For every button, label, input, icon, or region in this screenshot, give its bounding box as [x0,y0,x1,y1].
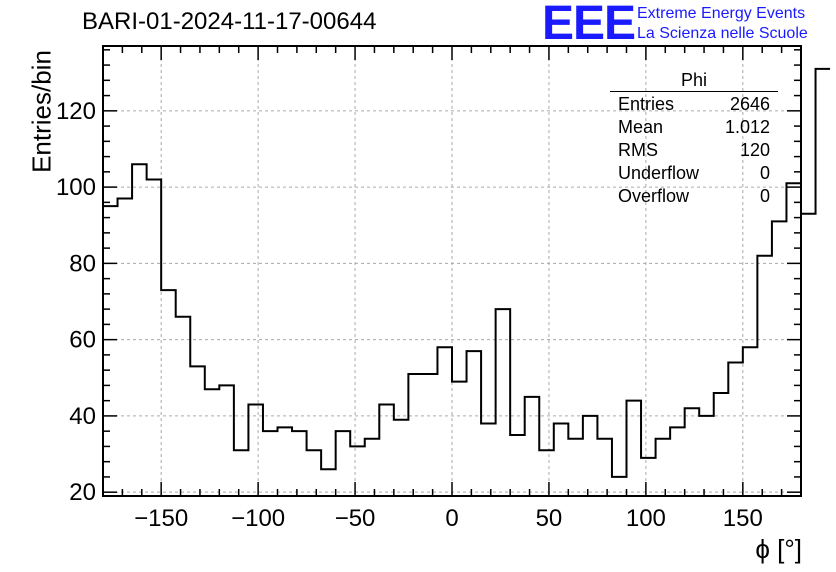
stats-value: 2646 [729,94,770,114]
histogram-bin [772,221,787,496]
histogram-bin [307,450,322,496]
x-tick-label: −100 [231,505,285,532]
stats-row: Entries 2646 [610,93,778,116]
stats-label: Mean [618,117,664,137]
histogram-bin [176,317,191,496]
y-tick-label: 20 [69,479,96,506]
eee-logo: EEE [542,0,636,50]
y-tick-label: 100 [56,174,96,201]
brand-line-2: La Scienza nelle Scuole [637,25,808,42]
y-tick-label: 80 [69,250,96,277]
stats-label: Underflow [618,163,700,183]
histogram-bin [234,450,249,496]
histogram-bin [656,439,671,496]
grid-lines [103,46,801,496]
stats-value: 0 [759,186,770,206]
histogram-bin [118,199,133,496]
histogram-bin [278,427,293,496]
histogram-bin [190,366,205,496]
histogram-bin [728,363,743,496]
histogram-bin [336,431,351,496]
histogram-bin [350,446,365,496]
histogram-bin [408,374,423,496]
histogram-bin [132,164,147,496]
histogram-bin [321,469,336,496]
stats-label: RMS [618,140,658,160]
stats-box: Phi Entries 2646 Mean 1.012 RMS 120 Underfl… [610,70,778,208]
stats-label: Entries [618,94,675,114]
histogram-bin [248,404,263,496]
histogram-bin [612,477,627,496]
histogram-bin [219,385,234,496]
x-tick-label: 50 [536,505,563,532]
stats-row: Mean 1.012 [610,116,778,139]
histogram-bin [539,450,554,496]
x-tick-label: 100 [626,505,666,532]
histogram-bin [510,435,525,496]
histogram-bin [205,389,220,496]
stats-label: Overflow [618,186,690,206]
x-tick-label: −50 [335,505,376,532]
y-tick-label: 40 [69,403,96,430]
histogram-bin [568,439,583,496]
x-tick-label: −150 [134,505,188,532]
histogram-bin [292,431,307,496]
stats-title: Phi [610,70,778,92]
axis-ticks [103,46,802,496]
histogram-step-line [103,67,831,478]
x-tick-labels: −150 −100 −50 0 50 100 150 [134,505,763,532]
stats-row: Overflow 0 [610,185,778,208]
histogram-bin [103,206,118,496]
x-tick-label: 150 [723,505,763,532]
x-axis-label: ϕ [°] [755,534,802,564]
histogram-bin [481,424,496,496]
y-tick-labels: 20 40 60 80 100 120 [56,98,96,506]
stats-value: 1.012 [724,117,770,137]
x-tick-label: 0 [445,505,458,532]
histogram-bin [423,374,438,496]
histogram-bin [670,427,685,496]
y-tick-label: 60 [69,327,96,354]
histogram-bin [597,439,612,496]
histogram-bin [554,424,569,496]
histogram-bin [525,397,540,496]
histogram-bin [394,420,409,496]
histogram-bin [685,408,700,496]
histogram-bin [583,416,598,496]
histogram-bin [496,309,511,496]
brand-text: Extreme Energy Events La Scienza nelle S… [637,4,808,44]
histogram-bin [627,401,642,496]
histogram-bin [467,351,482,496]
histogram-bin [161,290,176,496]
histogram-bin [816,69,831,496]
histogram-bin [379,404,394,496]
brand-line-1: Extreme Energy Events [637,5,806,22]
histogram-bin [801,214,816,496]
stats-row: Underflow 0 [610,162,778,185]
stats-value: 0 [759,163,770,183]
y-tick-label: 120 [56,98,96,125]
histogram-bin [263,431,278,496]
histogram-bin [452,382,467,496]
histogram-bin [743,347,758,496]
stats-value: 120 [739,140,770,160]
stats-row: RMS 120 [610,139,778,162]
histogram-bin [437,347,452,496]
histogram-bin [641,458,656,496]
histogram-bin [714,393,729,496]
chart-title: BARI-01-2024-11-17-00644 [82,8,377,35]
histogram-bin [757,256,772,496]
histogram-bin [365,439,380,496]
y-axis-label: Entries/bin [26,50,57,173]
histogram-bin [699,416,714,496]
histogram-bin [147,179,162,496]
